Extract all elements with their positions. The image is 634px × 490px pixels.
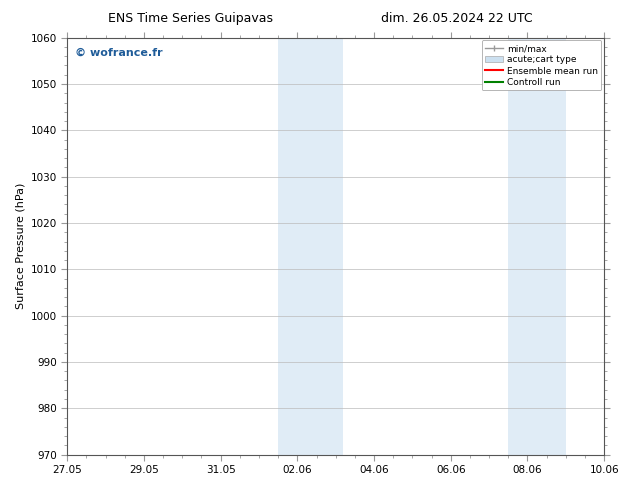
Legend: min/max, acute;cart type, Ensemble mean run, Controll run: min/max, acute;cart type, Ensemble mean … <box>482 40 602 91</box>
Bar <box>508 38 535 455</box>
Text: dim. 26.05.2024 22 UTC: dim. 26.05.2024 22 UTC <box>380 12 533 25</box>
Text: © wofrance.fr: © wofrance.fr <box>75 48 163 58</box>
Bar <box>535 38 566 455</box>
Bar <box>278 38 305 455</box>
Bar <box>305 38 344 455</box>
Y-axis label: Surface Pressure (hPa): Surface Pressure (hPa) <box>15 183 25 309</box>
Text: ENS Time Series Guipavas: ENS Time Series Guipavas <box>108 12 273 25</box>
